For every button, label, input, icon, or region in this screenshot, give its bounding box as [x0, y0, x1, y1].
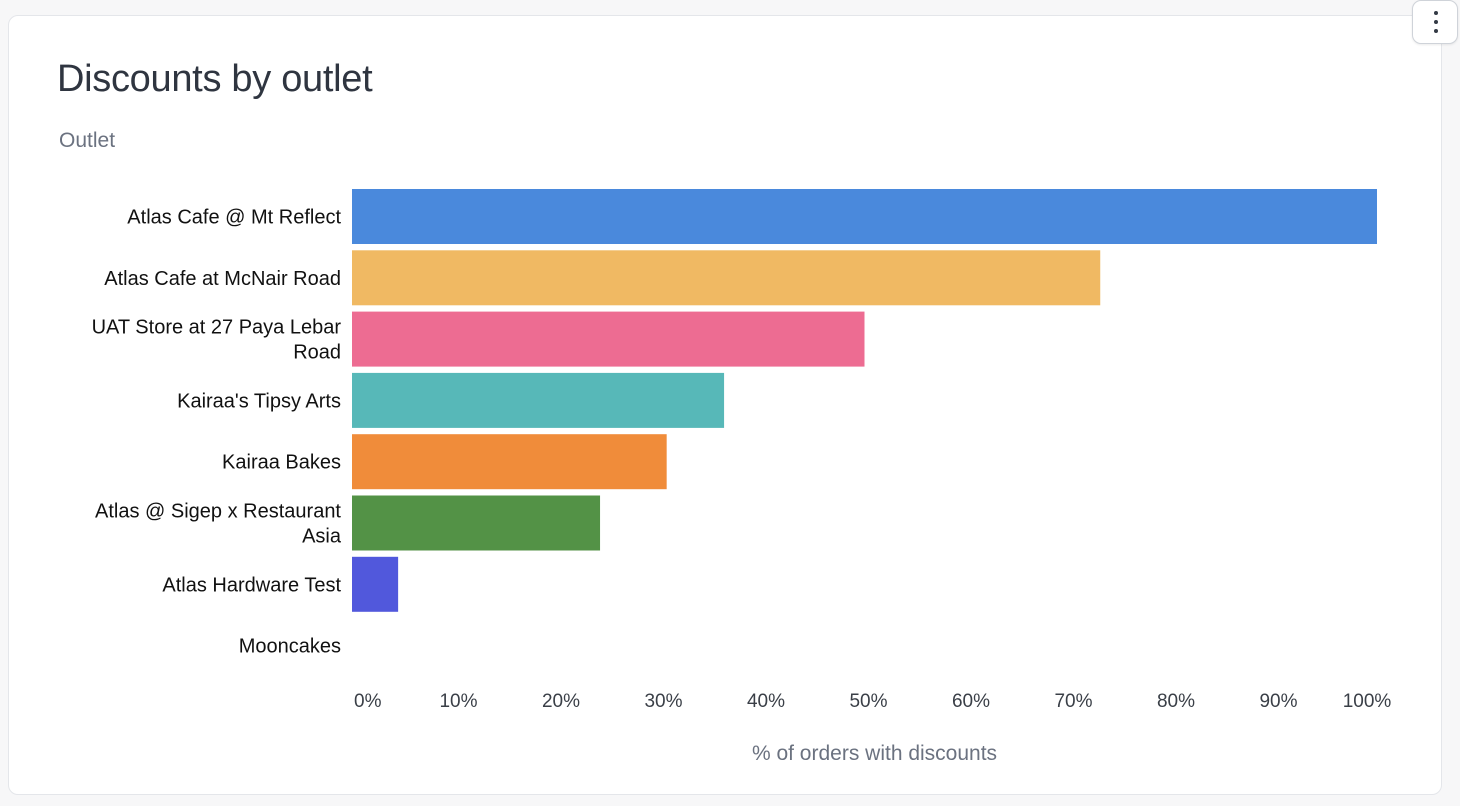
x-tick-label: 30% [644, 691, 682, 712]
bar-4[interactable] [352, 434, 667, 490]
category-label: Kairaa's Tipsy Arts [177, 390, 341, 412]
category-label: Atlas @ Sigep x Restaurant Asia [95, 501, 342, 548]
chart-card: Discounts by outlet Outlet [8, 15, 1442, 795]
category-label: Atlas Hardware Test [162, 574, 341, 596]
x-tick-label: 0% [354, 691, 382, 712]
category-label: Atlas Cafe at McNair Road [104, 268, 341, 290]
x-tick-label: 50% [849, 691, 887, 712]
category-label: Mooncakes [239, 636, 341, 658]
bar-1[interactable] [352, 250, 1101, 306]
bar-5[interactable] [352, 495, 601, 551]
x-axis-title: % of orders with discounts [752, 742, 997, 765]
more-options-button[interactable] [1412, 0, 1458, 44]
x-tick-label: 10% [439, 691, 477, 712]
bar-2[interactable] [352, 311, 865, 367]
category-label: Atlas Cafe @ Mt Reflect [127, 207, 341, 229]
x-tick-label: 100% [1343, 691, 1392, 712]
category-label: Kairaa Bakes [222, 452, 341, 474]
category-label: UAT Store at 27 Paya Lebar Road [92, 317, 342, 364]
bar-0[interactable] [352, 189, 1377, 244]
bar-6[interactable] [352, 556, 399, 612]
x-tick-label: 80% [1157, 691, 1195, 712]
x-tick-label: 90% [1259, 691, 1297, 712]
x-tick-label: 20% [542, 691, 580, 712]
x-tick-label: 40% [747, 691, 785, 712]
x-tick-label: 70% [1054, 691, 1092, 712]
y-axis-title: Outlet [59, 129, 116, 152]
bar-3[interactable] [352, 372, 725, 428]
chart-title: Discounts by outlet [57, 58, 373, 100]
x-tick-label: 60% [952, 691, 990, 712]
more-vertical-icon [1434, 11, 1438, 35]
